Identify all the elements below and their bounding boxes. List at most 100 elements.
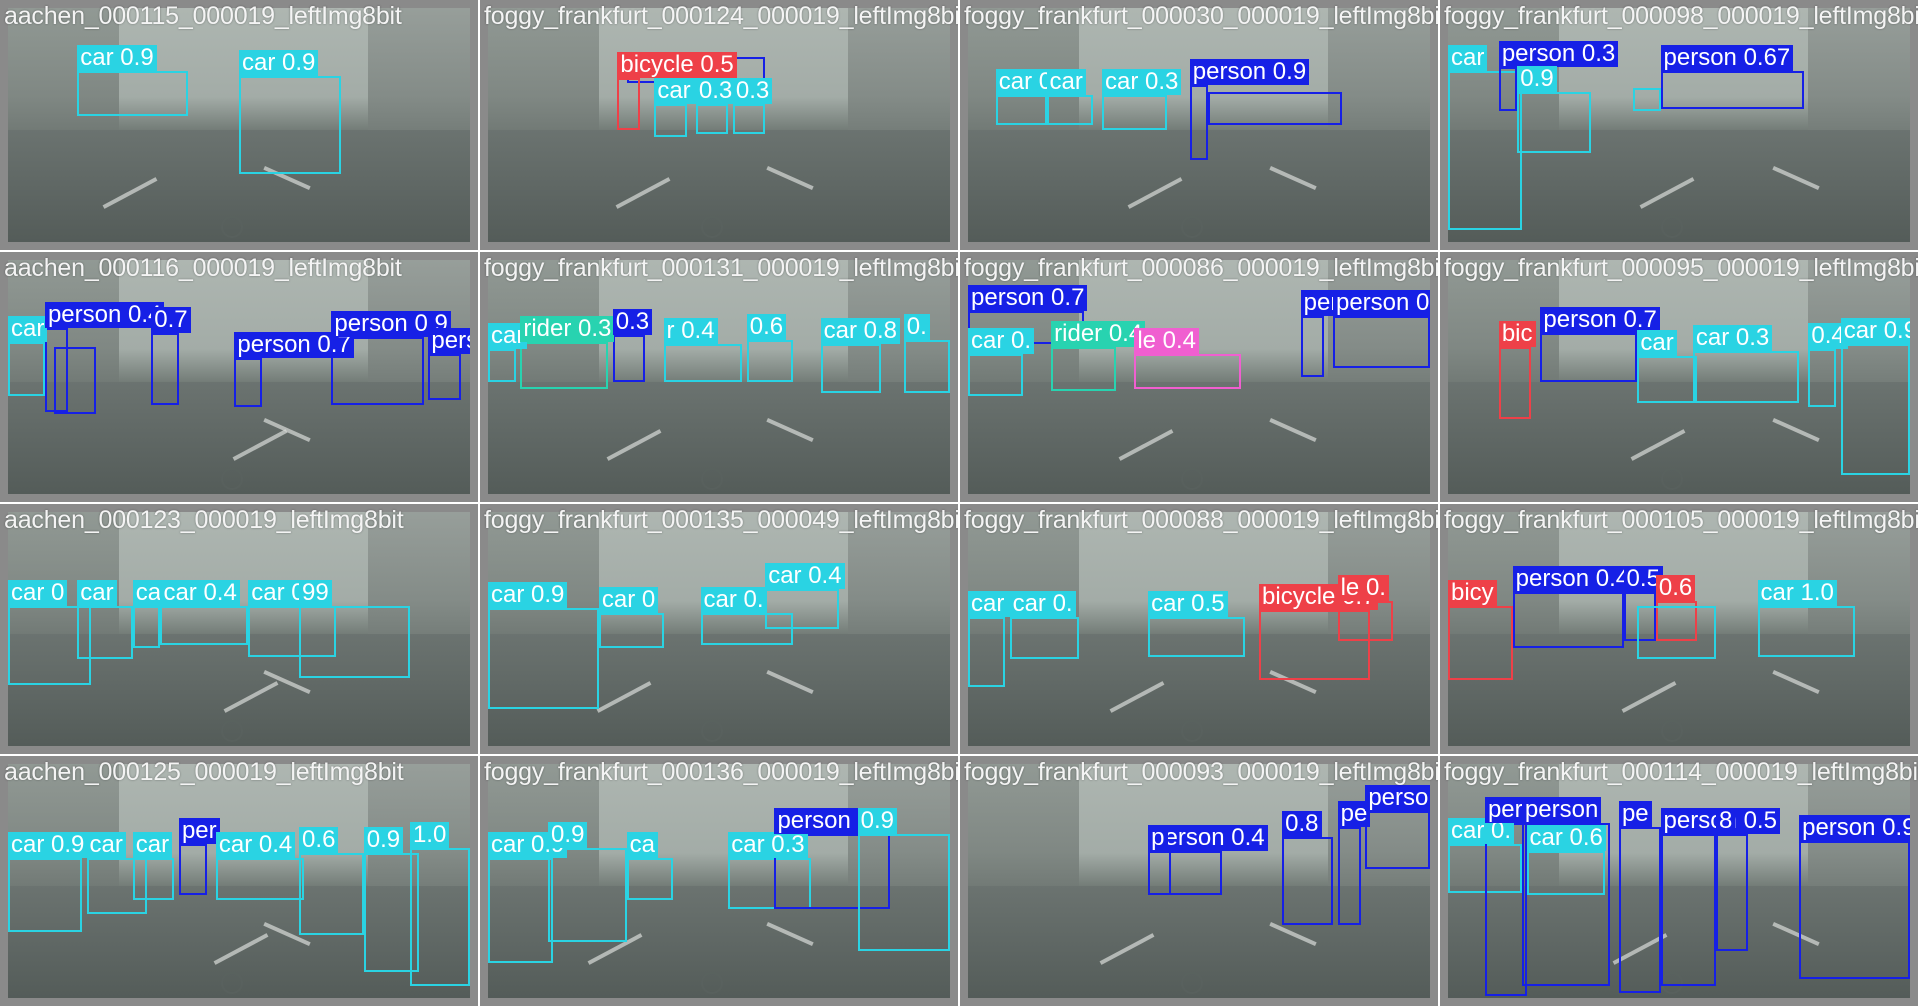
car-detection-box [1046,94,1093,125]
building-right [368,512,470,644]
car-hood-emblem-icon [1180,468,1203,490]
detection-label: car 0.4 [765,563,845,590]
detection-label: bicycle 0.5 [617,52,737,79]
car-detection-box [995,94,1047,125]
detection-label: p [1148,824,1168,851]
car-detection-box [363,852,420,973]
car-detection-box [86,857,147,914]
car-detection-box [1101,94,1167,130]
car-detection-box [409,848,470,987]
detection-label: person 0.4 [1148,824,1268,851]
detection-label: person 0.5 [1332,290,1430,317]
person-detection-box [1660,71,1804,109]
detection-label: car [132,831,173,858]
bicycle-detection-box [1448,605,1513,681]
detection-label: car 0.9 [77,45,157,72]
detection-label: per [178,817,220,844]
detection-label: pers [428,327,470,354]
car-hood-emblem-icon [1180,972,1203,994]
image-filename: foggy_frankfurt_000135_000049_leftImg8bi… [484,506,960,534]
building-left [968,512,1079,648]
car-detection-box [132,857,175,900]
car-detection-box [1526,850,1606,896]
car-detection-box [1808,348,1837,408]
car-detection-box [1840,344,1910,476]
detection-label: car 0.4 [160,579,240,606]
street-scene-image: car 0.9 car 0.9 [8,8,470,242]
car-detection-box [215,857,304,900]
detection-label: person 0.7 [1540,306,1660,333]
car-detection-box [728,857,812,910]
detection-label: person 0.4 [44,301,165,328]
person-detection-box [54,346,96,415]
street-scene-image: car 0.9 car car per car 0.4 0.6 0.9 1.0 [8,764,470,998]
detection-label: pe [1618,801,1652,828]
rider-detection-box [1051,346,1116,392]
detection-label: car 0.9 [488,581,568,608]
car-hood-emblem-icon [220,720,243,742]
detection-label: 99 [299,579,332,606]
person-detection-box [1512,591,1624,648]
detection-label: car 0 [8,579,68,606]
image-filename: foggy_frankfurt_000098_000019_leftImg8bi… [1444,2,1920,30]
person-detection-box [1521,822,1610,987]
building-right [1808,8,1910,140]
person-detection-box [1332,316,1430,368]
car-detection-box [488,607,599,709]
mosaic-tile: car person 0.3 0.9 person 0.67 foggy_frankfu… [1440,0,1920,252]
mosaic-tile: car 0 car car 0.3 person 0.9 foggy_frankfurt… [960,0,1440,252]
detection-label: 0.3 [732,77,773,104]
car-detection-box [968,353,1024,396]
detection-label: car 0.4 [215,831,296,858]
car-detection-box [488,857,553,963]
street-scene-image: car 0. per person car 0.6 pe person 0.5 8 perso… [1448,764,1910,998]
person-detection-box [1337,827,1361,926]
image-filename: aachen_000125_000019_leftImg8bit [4,758,404,786]
image-filename: foggy_frankfurt_000114_000019_leftImg8bi… [1444,758,1920,786]
street-scene-image: bicycle 0.5 car 0.3 0.3 0.3 [488,8,950,242]
street-scene-image: bic person 0.7 car car 0.3 0.4 car 0.9 [1448,260,1910,494]
car-hood-emblem-icon [700,216,723,238]
person-detection-box [1715,834,1749,952]
detection-label: car 0. [700,586,767,613]
detection-label: person 0.9 [1799,815,1910,842]
detection-label: rider 0.3 [520,315,615,342]
detection-label: pe [1337,801,1371,828]
person-detection-box [1300,316,1324,377]
image-filename: foggy_frankfurt_000030_000019_leftImg8bi… [964,2,1440,30]
person-detection-box [1540,332,1638,382]
image-filename: foggy_frankfurt_000093_000019_leftImg8bi… [964,758,1440,786]
car-detection-box [299,852,364,935]
detection-label: 0.6 [1655,574,1696,601]
car-detection-box [820,344,881,394]
mosaic-tile: car 0.9 0.9 ca car 0.3 person 0.6 0.9 foggy_fr… [480,756,960,1008]
car-detection-box [1148,617,1246,658]
image-filename: foggy_frankfurt_000105_000019_leftImg8bi… [1444,506,1920,534]
street-scene-image: car 0 car car 0.3 person 0.9 [968,8,1430,242]
street-scene-image: car 0.9 0.9 ca car 0.3 person 0.6 0.9 [488,764,950,998]
car-detection-box [857,834,950,952]
image-filename: foggy_frankfurt_000095_000019_leftImg8bi… [1444,254,1920,282]
car-detection-box [968,617,1005,688]
person-detection-box [1660,834,1716,987]
car-hood-emblem-icon [1660,468,1683,490]
person-detection-box [774,834,890,910]
detection-label: ca [626,831,658,858]
car-detection-box [1517,92,1592,154]
detection-label: car [77,579,117,606]
car-detection-box [488,348,516,382]
mosaic-tile: bic person 0.7 car car 0.3 0.4 car 0.9 foggy_f… [1440,252,1920,504]
detection-label: car 0.9 [1840,318,1910,345]
car-detection-box [626,857,673,900]
person-detection-box [1282,836,1333,926]
car-detection-box [77,605,133,660]
detection-label: car [8,315,48,342]
detection-label: 0.6 [746,313,787,340]
building-left [8,8,119,144]
detection-label: 0.9 [548,822,588,849]
person-detection-box [1484,822,1527,996]
detection-label: car 0. [968,327,1035,354]
